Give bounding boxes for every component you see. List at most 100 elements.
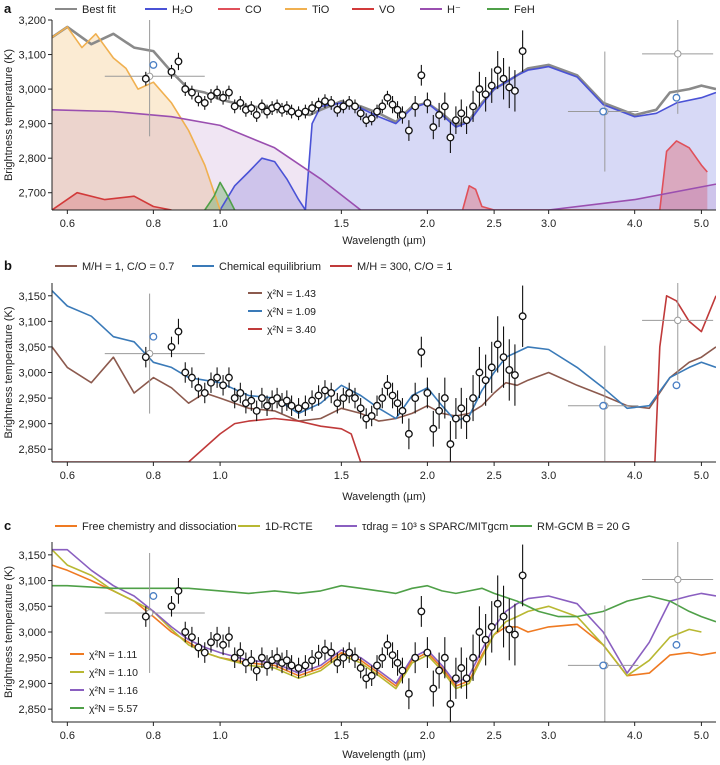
legend-item: M/H = 1, C/O = 0.7 <box>55 261 174 273</box>
data-marker <box>457 109 466 118</box>
legend-item: M/H = 300, C/O = 1 <box>330 261 452 273</box>
data-marker <box>469 102 478 111</box>
data-marker <box>475 628 484 636</box>
data-marker <box>423 389 432 397</box>
data-marker <box>194 383 203 392</box>
data-marker <box>167 67 176 76</box>
data-marker <box>282 656 291 665</box>
data-point <box>345 642 354 663</box>
x-tick-label: 0.6 <box>60 730 75 742</box>
data-marker <box>378 653 387 662</box>
data-point <box>339 99 348 114</box>
y-axis-label: Brightness temperature (K) <box>3 49 15 181</box>
data-marker <box>429 684 438 693</box>
series-line-1 <box>52 549 702 690</box>
legend-item: VO <box>352 4 395 16</box>
data-marker <box>333 658 342 667</box>
x-axis-label: Wavelength (µm) <box>342 749 426 761</box>
data-marker <box>398 406 407 415</box>
y-axis-label: Brightness temperature (K) <box>3 306 15 438</box>
data-marker <box>339 653 348 662</box>
data-point <box>327 382 336 404</box>
plot-area <box>52 20 716 210</box>
y-tick-label: 2,700 <box>18 188 46 200</box>
x-tick-label: 1.5 <box>334 470 349 482</box>
data-marker <box>301 401 310 410</box>
data-marker <box>435 406 444 415</box>
data-point <box>599 661 608 670</box>
data-marker <box>599 661 608 670</box>
data-marker <box>273 653 282 662</box>
y-tick-label: 3,000 <box>18 84 46 96</box>
y-tick-label: 3,000 <box>18 368 46 380</box>
data-marker <box>510 86 519 95</box>
data-marker <box>224 633 233 642</box>
data-point <box>481 354 490 406</box>
data-point <box>224 85 233 100</box>
data-point <box>333 102 342 117</box>
data-marker <box>383 381 392 390</box>
data-point <box>487 601 496 653</box>
data-point <box>301 104 310 119</box>
data-marker <box>451 674 460 683</box>
data-point <box>236 642 245 663</box>
data-point <box>457 387 466 429</box>
reference-point <box>642 283 714 381</box>
data-point <box>236 96 245 110</box>
data-marker <box>469 394 478 403</box>
area-FeH <box>204 182 235 210</box>
data-marker <box>411 394 420 403</box>
data-marker <box>367 671 376 680</box>
data-marker <box>481 635 490 644</box>
data-marker <box>510 630 519 639</box>
data-marker <box>294 404 303 413</box>
data-point <box>247 101 256 115</box>
data-marker <box>314 391 323 400</box>
data-point <box>378 99 387 114</box>
data-point <box>301 655 310 676</box>
data-marker <box>339 394 348 403</box>
data-point <box>174 578 183 604</box>
y-tick-label: 2,850 <box>18 704 46 716</box>
data-marker <box>493 340 502 349</box>
data-marker <box>367 412 376 420</box>
reference-marker <box>674 575 682 584</box>
data-point <box>457 99 466 128</box>
data-point <box>510 603 519 666</box>
y-tick-label: 2,950 <box>18 653 46 665</box>
data-point <box>263 655 272 676</box>
data-point <box>167 596 176 617</box>
data-marker <box>327 98 336 107</box>
area-H₂O <box>220 66 716 210</box>
data-marker <box>236 648 245 657</box>
legend-item: Free chemistry and dissociation <box>55 521 237 533</box>
legend-item: FeH <box>487 4 535 16</box>
data-marker <box>487 363 496 372</box>
series-line-0 <box>52 564 716 687</box>
data-marker <box>263 401 272 410</box>
data-point <box>294 398 303 419</box>
data-point <box>273 647 282 668</box>
data-marker <box>207 92 215 100</box>
data-marker <box>373 401 381 410</box>
data-point <box>356 398 365 419</box>
x-tick-label: 2.0 <box>420 218 435 230</box>
data-point <box>367 405 376 427</box>
data-point <box>518 285 527 347</box>
data-marker <box>356 109 365 118</box>
data-marker <box>339 102 348 111</box>
x-tick-label: 1.0 <box>212 470 227 482</box>
data-point <box>493 575 502 632</box>
y-tick-label: 3,100 <box>18 316 46 328</box>
data-point <box>383 634 392 656</box>
data-marker <box>345 98 354 107</box>
data-marker <box>388 100 397 109</box>
x-tick-label: 3.0 <box>541 730 556 742</box>
data-marker <box>141 612 150 621</box>
panel-b: b 0.6 0.8 1.0 1.5 2.0 2.5 3.0 4.0 5.0 2,850 2,900 2,… <box>3 258 716 503</box>
data-marker <box>345 389 354 397</box>
data-marker <box>404 429 413 438</box>
legend-label: Best fit <box>82 4 116 16</box>
data-marker <box>236 389 245 397</box>
data-point <box>200 382 209 404</box>
